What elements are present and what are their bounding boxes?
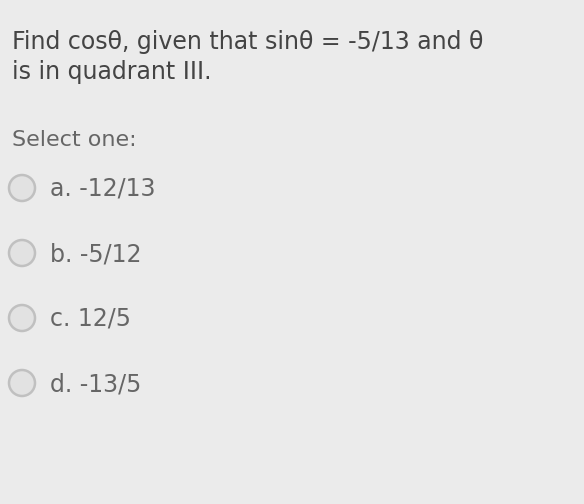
Text: c. 12/5: c. 12/5 — [50, 307, 131, 331]
Text: b. -5/12: b. -5/12 — [50, 242, 141, 266]
Text: a. -12/13: a. -12/13 — [50, 177, 155, 201]
Circle shape — [9, 305, 35, 331]
Text: is in quadrant III.: is in quadrant III. — [12, 60, 211, 84]
Text: d. -13/5: d. -13/5 — [50, 372, 141, 396]
Text: Find cosθ, given that sinθ = -5/13 and θ: Find cosθ, given that sinθ = -5/13 and θ — [12, 30, 484, 54]
Circle shape — [9, 240, 35, 266]
Text: Select one:: Select one: — [12, 130, 137, 150]
Circle shape — [9, 370, 35, 396]
Circle shape — [9, 175, 35, 201]
